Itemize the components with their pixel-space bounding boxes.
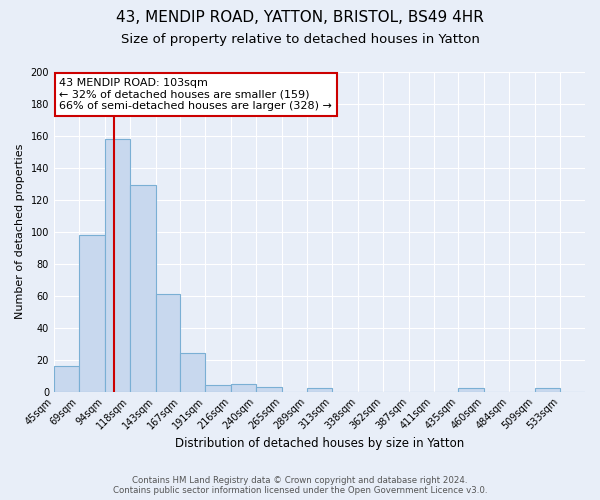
X-axis label: Distribution of detached houses by size in Yatton: Distribution of detached houses by size …	[175, 437, 464, 450]
Bar	[256, 387, 282, 392]
Bar	[231, 384, 256, 392]
Text: 43 MENDIP ROAD: 103sqm
← 32% of detached houses are smaller (159)
66% of semi-de: 43 MENDIP ROAD: 103sqm ← 32% of detached…	[59, 78, 332, 111]
Bar	[79, 235, 105, 392]
Bar	[307, 388, 332, 392]
Bar	[105, 138, 130, 392]
Bar	[130, 185, 155, 392]
Bar	[181, 353, 205, 392]
Bar	[205, 386, 231, 392]
Bar	[535, 388, 560, 392]
Y-axis label: Number of detached properties: Number of detached properties	[15, 144, 25, 320]
Bar	[458, 388, 484, 392]
Text: Size of property relative to detached houses in Yatton: Size of property relative to detached ho…	[121, 32, 479, 46]
Bar	[155, 294, 181, 392]
Text: 43, MENDIP ROAD, YATTON, BRISTOL, BS49 4HR: 43, MENDIP ROAD, YATTON, BRISTOL, BS49 4…	[116, 10, 484, 25]
Text: Contains HM Land Registry data © Crown copyright and database right 2024.
Contai: Contains HM Land Registry data © Crown c…	[113, 476, 487, 495]
Bar	[54, 366, 79, 392]
